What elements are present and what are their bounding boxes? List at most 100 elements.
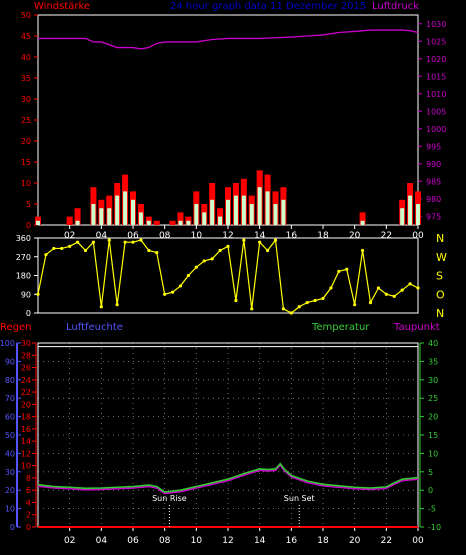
- wind-y-tick-label: 30: [21, 95, 31, 104]
- wind-gust-bar: [359, 212, 366, 225]
- temp-x-tick-label: 00: [412, 536, 424, 546]
- wind-y-tick-label: 35: [21, 74, 31, 83]
- temp-y-tick-label: 25: [428, 394, 438, 403]
- wind-direction-point: [321, 296, 325, 301]
- wind-avg-bar: [123, 191, 128, 225]
- wind-avg-bar: [146, 220, 151, 225]
- wind-gust-bar: [169, 220, 176, 225]
- humidity-y-tick-label: 0: [10, 523, 15, 532]
- temp-x-tick-label: 18: [317, 536, 329, 546]
- temp-y-tick-label: 40: [428, 339, 438, 348]
- wind-x-tick-label: 14: [254, 231, 266, 241]
- wind-direction-point: [297, 305, 301, 309]
- rain-y-tick-label: 26: [21, 364, 31, 373]
- wind-direction-point: [384, 292, 388, 296]
- temp-x-tick-label: 16: [286, 536, 298, 546]
- wind-direction-point: [392, 294, 396, 298]
- wind-direction-point: [139, 238, 143, 242]
- wind-direction-point: [91, 240, 96, 244]
- wind-direction-point: [345, 267, 349, 271]
- humidity-y-tick-label: 70: [5, 394, 15, 403]
- wind-direction-point: [305, 300, 309, 305]
- wind-direction-point: [36, 292, 40, 296]
- wind-avg-bar: [218, 216, 223, 225]
- wind-x-tick-label: 02: [64, 231, 75, 241]
- wind-direction-point: [408, 282, 412, 286]
- direction-y-tick-label: 360: [16, 234, 31, 243]
- temp-x-tick-label: 14: [254, 536, 266, 546]
- wind-x-tick-label: 20: [349, 231, 361, 241]
- pressure-y-tick-label: 985: [426, 177, 441, 186]
- wind-x-tick-label: 10: [191, 231, 203, 241]
- wind-y-tick-label: 25: [21, 116, 31, 125]
- wind-x-tick-label: 12: [222, 231, 233, 241]
- wind-direction-point: [83, 248, 88, 253]
- windstaerke-title: Windstärke: [34, 1, 90, 12]
- wind-direction-point: [265, 248, 270, 253]
- humidity-y-tick-label: 100: [0, 339, 15, 348]
- temperatur-label: Temperatur: [311, 322, 370, 333]
- temp-y-tick-label: 5: [428, 468, 433, 477]
- pressure-y-tick-label: 1025: [426, 37, 446, 46]
- wind-gust-bar: [177, 212, 184, 225]
- wind-direction-point: [68, 244, 72, 248]
- direction-y-tick-label: 90: [21, 290, 31, 299]
- rain-y-tick-label: 22: [21, 388, 31, 397]
- wind-avg-bar: [416, 204, 420, 225]
- temp-x-tick-label: 12: [222, 536, 233, 546]
- wind-x-tick-label: 08: [159, 231, 171, 241]
- wind-y-tick-label: 5: [26, 200, 31, 209]
- rain-y-tick-label: 16: [21, 425, 31, 434]
- compass-letter-n: N: [436, 307, 444, 320]
- temp-y-tick-label: 0: [428, 486, 433, 495]
- wind-avg-bar: [257, 187, 262, 225]
- temp-y-tick-label: 10: [428, 449, 438, 458]
- wind-pressure-panel: 0510152025303540455097598098599099510001…: [21, 11, 447, 241]
- temp-x-tick-label: 22: [381, 536, 392, 546]
- wind-direction-point: [186, 273, 191, 278]
- wind-avg-bar: [91, 204, 96, 225]
- pressure-y-tick-label: 990: [426, 160, 441, 169]
- wind-direction-point: [226, 244, 230, 248]
- wind-avg-bar: [107, 208, 112, 225]
- wind-avg-bar: [360, 220, 365, 225]
- humidity-y-tick-label: 40: [5, 449, 15, 458]
- wind-avg-bar: [241, 195, 246, 225]
- temp-y-tick-label: 35: [428, 357, 438, 366]
- wind-direction-point: [360, 248, 365, 253]
- wind-direction-point: [163, 292, 167, 296]
- wind-direction-point: [115, 303, 119, 307]
- wind-y-tick-label: 40: [21, 53, 31, 62]
- wind-x-tick-label: 00: [412, 231, 424, 241]
- wind-avg-bar: [408, 195, 413, 225]
- rain-y-tick-label: 12: [21, 449, 31, 458]
- rain-y-tick-label: 30: [21, 339, 31, 348]
- wind-x-tick-label: 04: [96, 231, 108, 241]
- wind-direction-point: [242, 238, 246, 242]
- wind-avg-bar: [194, 204, 199, 225]
- humidity-y-tick-label: 30: [5, 468, 15, 477]
- wind-avg-bar: [226, 199, 230, 225]
- pressure-y-tick-label: 1000: [426, 125, 446, 134]
- pressure-y-tick-label: 1030: [426, 20, 446, 29]
- rain-y-tick-label: 6: [26, 486, 31, 495]
- wind-direction-point: [416, 286, 420, 290]
- temp-x-tick-label: 04: [96, 536, 108, 546]
- direction-y-tick-label: 180: [16, 272, 31, 281]
- wind-direction-point: [234, 298, 238, 303]
- rain-y-tick-label: 28: [21, 351, 31, 360]
- wind-direction-point: [376, 286, 381, 290]
- wind-avg-bar: [186, 220, 191, 225]
- wind-direction-point: [210, 257, 214, 261]
- temp-x-tick-label: 02: [64, 536, 75, 546]
- wind-x-tick-label: 06: [127, 231, 139, 241]
- wind-direction-point: [52, 246, 56, 251]
- temp-x-tick-label: 20: [349, 536, 361, 546]
- taupunkt-label: Taupunkt: [393, 322, 440, 333]
- wind-avg-bar: [115, 195, 120, 225]
- rain-y-tick-label: 2: [26, 511, 31, 520]
- wind-avg-bar: [265, 191, 270, 225]
- pressure-y-tick-label: 995: [426, 142, 441, 151]
- wind-avg-bar: [249, 204, 254, 225]
